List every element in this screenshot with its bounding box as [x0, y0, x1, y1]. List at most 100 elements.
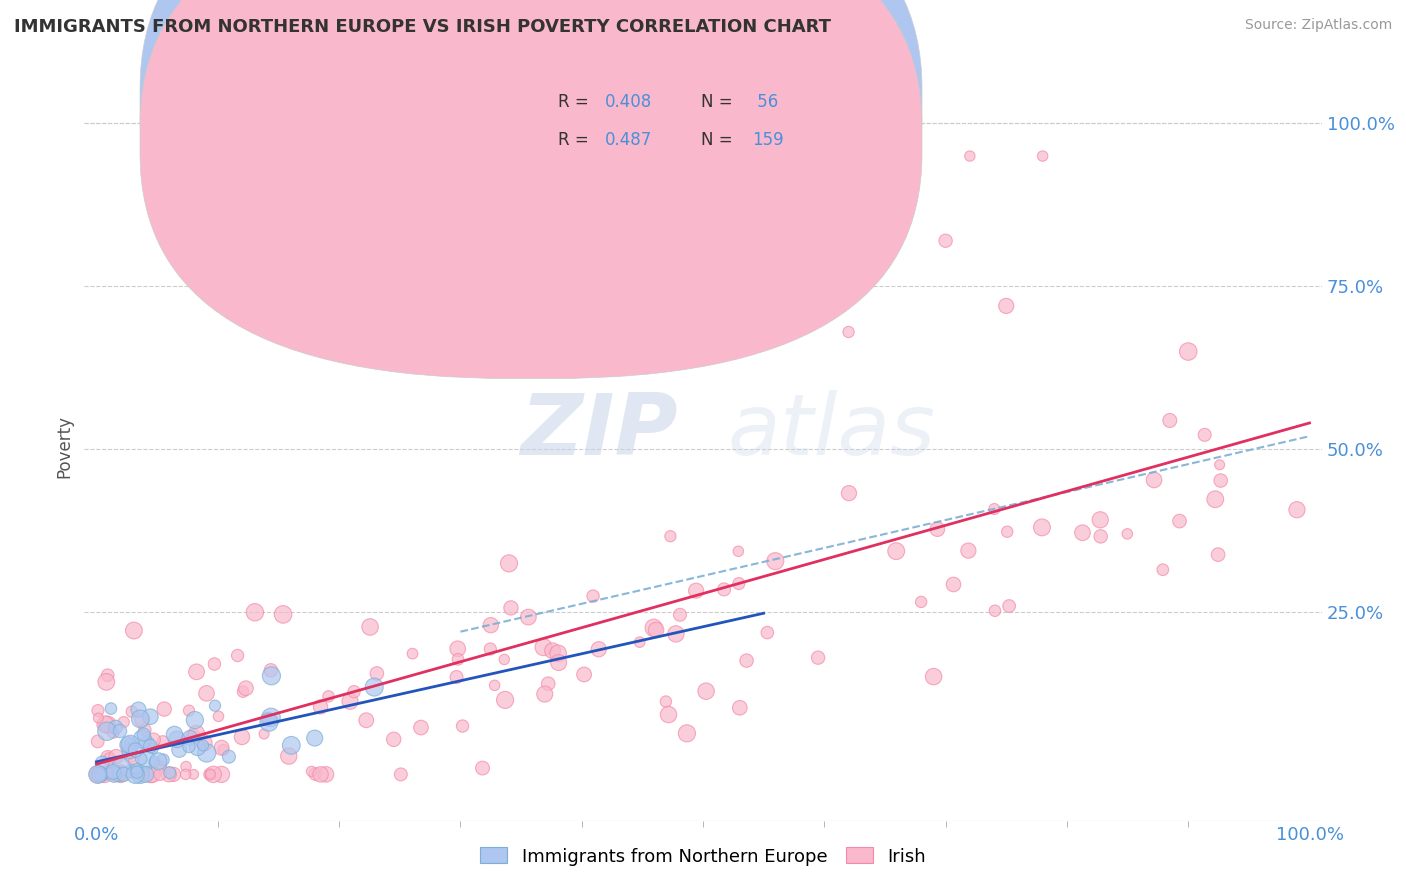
Point [89, 767, 111, 781]
Point [235, 681, 257, 696]
Point [231, 730, 253, 744]
Point [87, 767, 110, 781]
Point [101, 764, 124, 779]
Point [100, 701, 122, 715]
Point [547, 646, 569, 660]
Point [200, 767, 222, 781]
Point [318, 690, 340, 704]
Point [211, 740, 233, 755]
Point [162, 767, 184, 781]
Point [179, 731, 201, 745]
Point [935, 234, 957, 248]
Point [181, 729, 204, 743]
FancyBboxPatch shape [486, 68, 839, 169]
Point [89, 767, 111, 781]
Point [120, 749, 142, 764]
Point [204, 698, 226, 713]
Point [1204, 492, 1226, 507]
Point [131, 732, 153, 747]
Point [110, 765, 132, 780]
Point [942, 577, 965, 591]
Point [728, 700, 751, 714]
Point [90, 767, 112, 781]
FancyBboxPatch shape [141, 0, 922, 378]
Point [695, 684, 717, 698]
Point [1032, 149, 1054, 163]
Point [301, 764, 323, 779]
Point [685, 583, 707, 598]
Point [129, 752, 152, 766]
Point [166, 732, 188, 747]
Point [122, 624, 145, 638]
Point [212, 743, 235, 757]
Point [484, 678, 506, 692]
Point [142, 741, 165, 756]
Point [910, 595, 932, 609]
Point [149, 767, 172, 781]
Point [253, 727, 276, 741]
Point [838, 325, 860, 339]
Point [257, 715, 280, 730]
Point [655, 694, 678, 708]
Point [343, 684, 366, 698]
Point [104, 767, 127, 781]
Text: 159: 159 [752, 130, 785, 149]
Text: ZIP: ZIP [520, 390, 678, 473]
Point [86, 734, 108, 748]
Point [1177, 344, 1199, 359]
Point [128, 767, 150, 781]
Point [94, 717, 117, 731]
Point [135, 767, 157, 781]
Text: Source: ZipAtlas.com: Source: ZipAtlas.com [1244, 18, 1392, 32]
Point [186, 665, 208, 679]
Point [218, 749, 240, 764]
Point [86, 767, 108, 781]
Point [129, 767, 152, 781]
Point [363, 680, 385, 694]
Point [995, 524, 1018, 539]
Point [479, 618, 502, 632]
Point [498, 557, 520, 571]
Point [359, 620, 381, 634]
Point [1285, 502, 1308, 516]
Point [152, 734, 174, 748]
Point [195, 746, 218, 760]
Point [103, 725, 125, 739]
Point [713, 582, 735, 597]
Point [1143, 473, 1166, 487]
Point [1071, 525, 1094, 540]
Text: N =: N = [700, 93, 737, 112]
Point [447, 641, 470, 656]
Point [243, 605, 266, 619]
Point [105, 767, 128, 781]
Point [260, 663, 283, 677]
Point [983, 502, 1005, 516]
Text: R =: R = [558, 130, 595, 149]
Point [499, 601, 522, 615]
Point [87, 711, 110, 725]
Point [838, 486, 860, 500]
Point [139, 767, 162, 781]
Point [727, 576, 749, 591]
Point [1090, 529, 1112, 543]
Point [86, 767, 108, 781]
Point [471, 761, 494, 775]
Point [183, 767, 205, 781]
Point [873, 194, 896, 209]
Point [1159, 413, 1181, 427]
Point [207, 709, 229, 723]
Point [517, 610, 540, 624]
Point [134, 723, 156, 737]
Point [309, 767, 332, 781]
Point [401, 647, 423, 661]
Point [339, 694, 361, 708]
Point [112, 715, 135, 730]
Point [105, 749, 128, 764]
Point [91, 756, 114, 770]
Point [927, 522, 949, 536]
Point [167, 743, 190, 757]
Point [177, 704, 200, 718]
Point [112, 767, 135, 781]
Point [174, 759, 197, 773]
Point [409, 721, 432, 735]
